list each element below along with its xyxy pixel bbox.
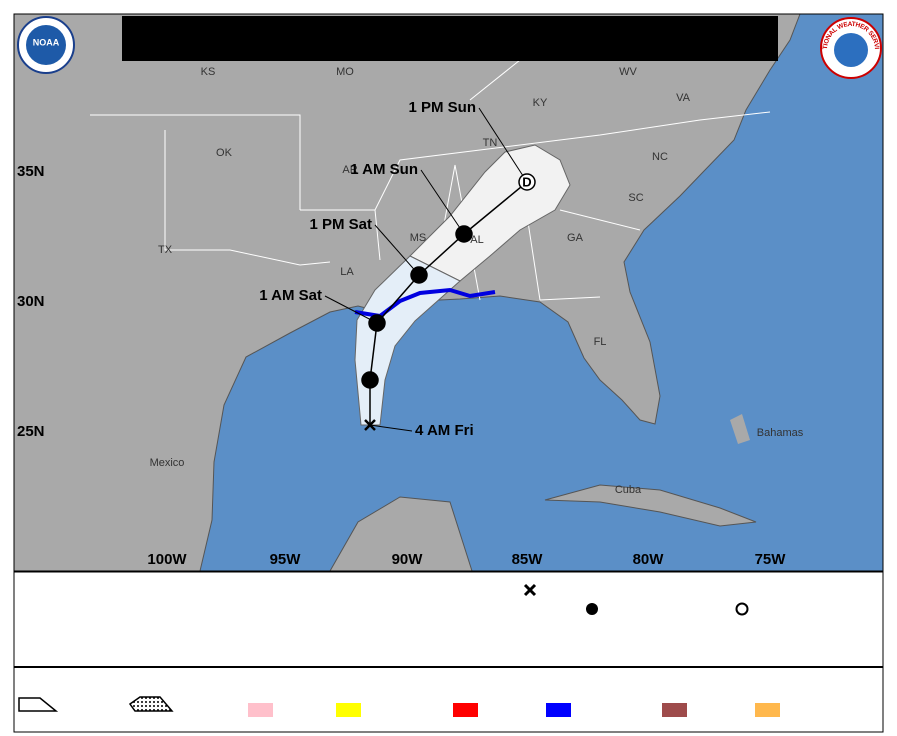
tc-symbol (586, 603, 598, 615)
noaa-text: NOAA (33, 37, 60, 47)
track-symbol: S (366, 372, 375, 387)
track-point (368, 314, 386, 332)
lon-label: 75W (755, 551, 787, 568)
bahamas (730, 414, 750, 444)
lon-label: 90W (392, 551, 424, 568)
lon-label: 80W (633, 551, 665, 568)
swatch-wind-hurricane (662, 703, 687, 717)
region-label: KS (201, 66, 216, 78)
track-time-label: 1 PM Sun (408, 99, 476, 116)
map-frame (13, 13, 884, 572)
region-label: AR (342, 164, 357, 176)
lon-label: 95W (270, 551, 302, 568)
region-label: FL (594, 336, 607, 348)
region-label: Mexico (150, 457, 185, 469)
lon-label: 85W (512, 551, 544, 568)
region-label: Bahamas (757, 427, 804, 439)
map: NOAA NATIONAL WEATHER SERVICE (0, 0, 884, 572)
lon-label: 100W (147, 551, 187, 568)
track-time-label: 1 AM Sun (350, 161, 418, 178)
legend-panel (13, 571, 884, 733)
current-x (364, 419, 376, 431)
region-label: KY (533, 97, 548, 109)
track-time-label: 1 AM Sat (259, 287, 322, 304)
leader-line (374, 224, 420, 276)
leader-line (420, 169, 465, 235)
track-symbol: D (459, 226, 468, 241)
region-label: MS (410, 232, 427, 244)
lat-label: 35N (17, 163, 45, 180)
logo-disc (26, 25, 66, 65)
region-label: VA (676, 92, 691, 104)
day13-icon (18, 697, 59, 712)
swatch-warn-hurricane (453, 703, 478, 717)
swatch-watch-tropstm (336, 703, 361, 717)
post-tc-symbol (735, 602, 749, 616)
region-label: WV (619, 66, 637, 78)
region-label: AL (470, 234, 483, 246)
leader-line (369, 424, 413, 432)
lat-label: 30N (17, 293, 45, 310)
track-point (455, 225, 473, 243)
region-label: SC (628, 192, 643, 204)
region-label: Cuba (615, 484, 642, 496)
region-label: LA (340, 266, 354, 278)
cone-day-1-3 (354, 255, 461, 426)
region-label: OK (216, 147, 233, 159)
track-symbol: S (415, 267, 424, 282)
swatch-watch-hurricane (248, 703, 273, 717)
track-point (518, 173, 536, 191)
day45-icon (128, 696, 174, 712)
water (199, 13, 884, 572)
track-time-label: 4 AM Fri (415, 422, 474, 439)
swatch-wind-tropstm (755, 703, 780, 717)
note-box (122, 16, 778, 61)
noaa-logo: NOAA (17, 16, 75, 74)
region-label: NC (652, 151, 668, 163)
note-line: Note: The cone contains the probable pat… (160, 18, 741, 35)
region-label: MO (336, 66, 354, 78)
track-point (410, 266, 428, 284)
track-symbol: S (373, 315, 382, 330)
swatch-warn-tropstm (546, 703, 571, 717)
track-symbol: D (522, 174, 531, 189)
x-stroke (523, 583, 537, 597)
x-icon (523, 583, 537, 597)
track-time-label: 1 PM Sat (309, 216, 372, 233)
region-label: TX (158, 244, 173, 256)
track-point (361, 371, 379, 389)
leader-line (324, 295, 378, 324)
region-label: TN (483, 137, 498, 149)
note-line: the size of the storm. Hazardous conditi… (184, 39, 716, 56)
lat-label: 25N (17, 423, 45, 440)
cuba (544, 484, 757, 527)
logo-disc (834, 33, 868, 67)
leader-line (478, 107, 528, 183)
region-label: GA (567, 232, 584, 244)
